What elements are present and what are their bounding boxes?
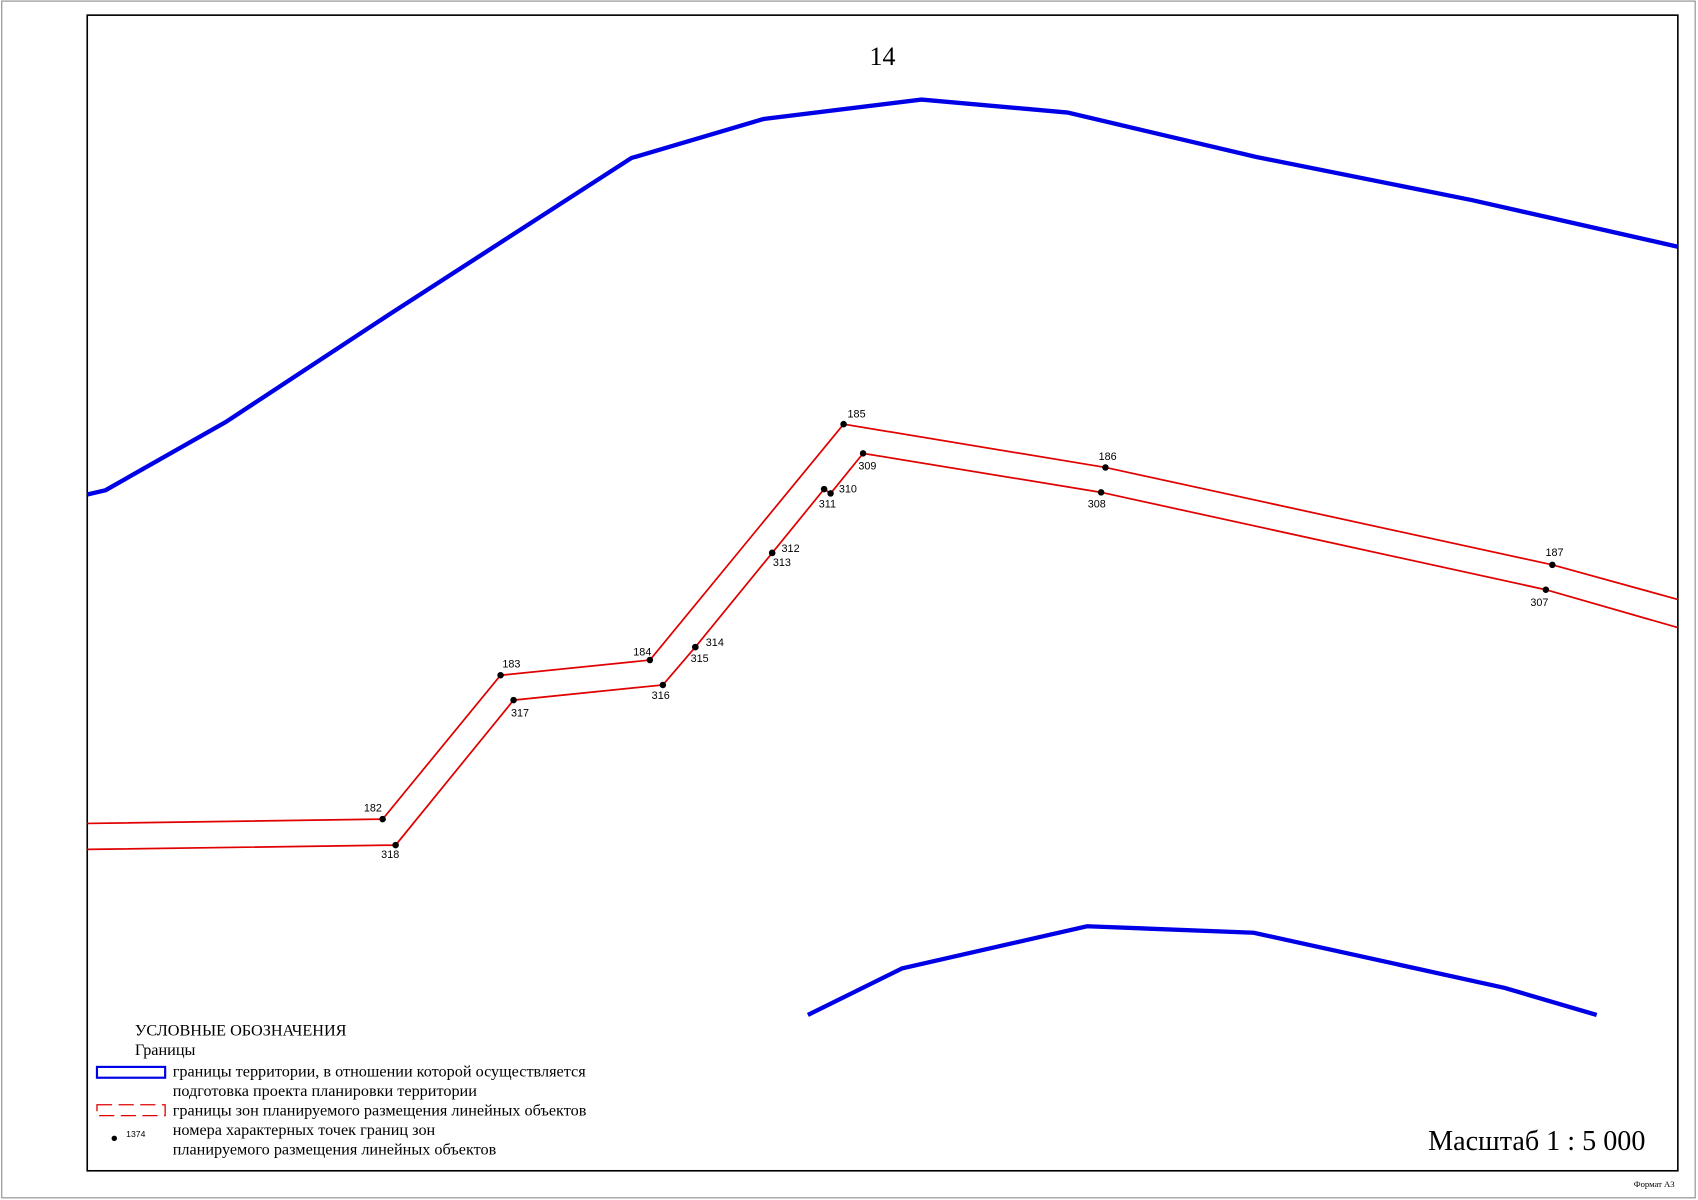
- scale: Масштаб 1 : 5 000: [1428, 1126, 1645, 1157]
- legend-text: границы зон планируемого размещения лине…: [173, 1102, 587, 1120]
- point: [379, 815, 386, 823]
- point-label: 184: [633, 647, 651, 659]
- point: [820, 485, 828, 493]
- point-label: 308: [1088, 498, 1106, 510]
- point: [840, 420, 847, 428]
- zone-boundary: [87, 423, 1679, 825]
- legend-text: подготовка проекта планировки территории: [173, 1082, 478, 1100]
- point: [827, 490, 834, 497]
- point: [659, 681, 667, 689]
- point: [768, 549, 776, 557]
- legend: УСЛОВНЫЕ ОБОЗНАЧЕНИЯ Границы границы тер…: [95, 1022, 587, 1159]
- point: [692, 643, 699, 651]
- legend-text: границы территории, в отношении которой …: [173, 1063, 587, 1081]
- legend-subtitle: Границы: [135, 1041, 196, 1059]
- point-label: 309: [858, 461, 876, 473]
- point: [859, 450, 867, 457]
- territory-boundary: [86, 97, 1679, 497]
- point-label: 183: [502, 659, 520, 671]
- point-label: 187: [1545, 547, 1563, 559]
- legend-point: [111, 1135, 117, 1142]
- point-label: 314: [706, 637, 724, 649]
- point-label: 311: [819, 498, 836, 510]
- point-label: 307: [1530, 597, 1548, 609]
- legend-text: номера характерных точек границ зон: [173, 1121, 436, 1139]
- point: [1097, 489, 1105, 496]
- point-label: 312: [782, 543, 800, 555]
- legend-swatch-red: [96, 1104, 166, 1117]
- point: [1102, 464, 1109, 471]
- point: [392, 841, 399, 849]
- point-label: 318: [381, 849, 399, 861]
- sheet-number: 14: [870, 42, 896, 71]
- zone-boundary: [87, 452, 1679, 851]
- point-label: 317: [511, 707, 529, 719]
- point: [646, 656, 654, 664]
- point-label: 186: [1099, 451, 1117, 463]
- legend-swatch-blue: [95, 1065, 167, 1079]
- point-label: 313: [773, 557, 791, 569]
- point-label: 185: [848, 409, 866, 421]
- point-label: 316: [652, 690, 670, 702]
- point-label: 315: [691, 653, 709, 665]
- legend-sample-label: 1374: [126, 1129, 145, 1139]
- point: [1549, 561, 1556, 569]
- point: [1542, 586, 1550, 593]
- format: Формат А3: [1634, 1179, 1675, 1189]
- point-label: 310: [839, 483, 857, 495]
- point-label: 182: [364, 803, 382, 815]
- points: 182 183 184 185 186 187 318 317 316 315 314 313 312 3…: [364, 409, 1564, 861]
- map-frame: [86, 14, 1679, 1172]
- point: [510, 696, 517, 704]
- point: [497, 671, 504, 679]
- legend-title: УСЛОВНЫЕ ОБОЗНАЧЕНИЯ: [135, 1022, 347, 1040]
- legend-text: планируемого размещения линейных объекто…: [173, 1141, 497, 1159]
- territory-boundary: [806, 924, 1598, 1018]
